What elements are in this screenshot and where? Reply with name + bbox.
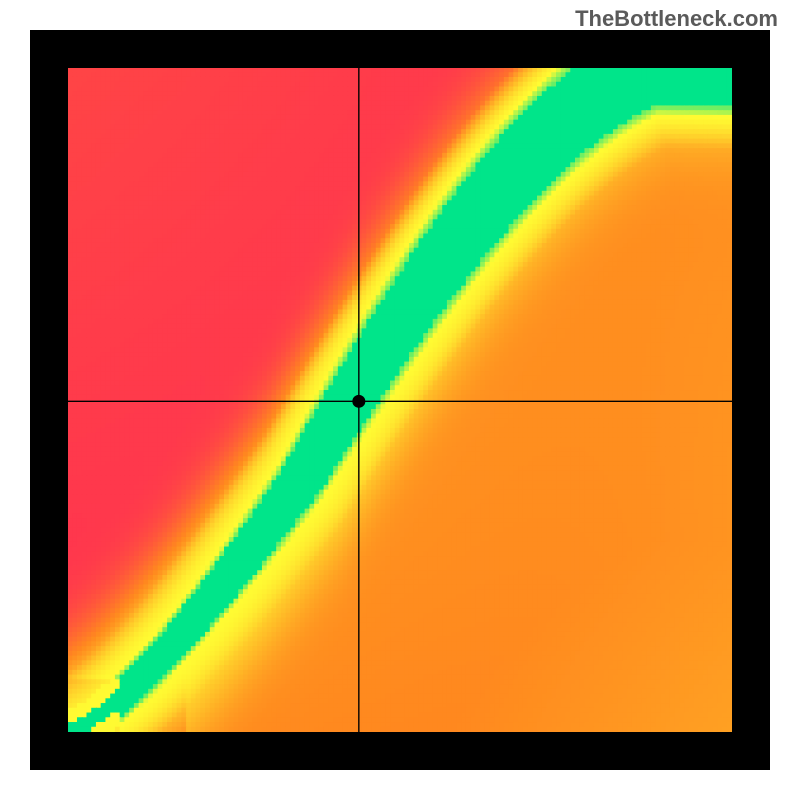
chart-container: { "attribution": "TheBottleneck.com", "o… [0,0,800,800]
attribution-text: TheBottleneck.com [575,6,778,32]
heatmap-grid [68,68,733,733]
heatmap-svg [0,0,800,800]
marker-dot [352,395,365,408]
